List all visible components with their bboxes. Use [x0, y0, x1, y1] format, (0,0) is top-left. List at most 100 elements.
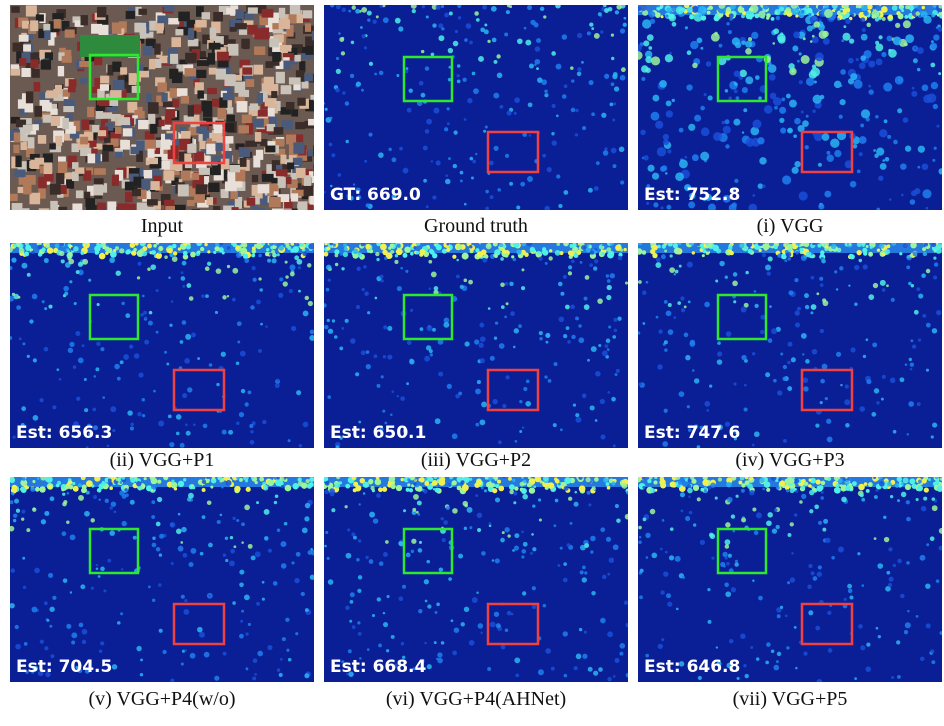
density-dot	[79, 623, 84, 628]
density-dot	[573, 404, 576, 407]
top-dot	[403, 253, 408, 258]
density-dot	[676, 608, 679, 611]
top-dot	[172, 244, 177, 249]
density-dot	[584, 543, 589, 548]
density-dot	[915, 11, 920, 16]
density-dot	[435, 611, 438, 614]
density-dot	[727, 497, 733, 503]
density-dot	[395, 18, 401, 24]
density-dot	[271, 250, 275, 254]
density-dot	[426, 205, 429, 208]
density-dot	[193, 475, 197, 479]
density-dot	[436, 160, 441, 165]
density-dot	[582, 565, 586, 569]
density-dot	[19, 248, 25, 254]
density-dot	[938, 546, 943, 551]
density-dot	[565, 305, 570, 310]
density-dot	[779, 118, 784, 123]
heatmap-bg	[10, 477, 314, 682]
density-dot	[248, 390, 252, 394]
density-dot	[659, 80, 667, 88]
density-dot	[176, 414, 182, 420]
photo-pixel	[13, 145, 19, 153]
density-dot	[431, 272, 437, 278]
density-dot	[878, 635, 881, 638]
density-dot	[237, 321, 242, 326]
density-dot	[813, 95, 822, 104]
density-dot	[502, 404, 506, 408]
top-dot	[436, 244, 442, 250]
density-dot	[521, 549, 526, 554]
photo-pixel	[34, 82, 41, 91]
density-dot	[754, 531, 759, 536]
density-dot	[327, 319, 330, 322]
density-dot	[634, 51, 643, 60]
photo-pixel	[84, 192, 90, 199]
density-dot	[381, 279, 384, 282]
top-dot	[410, 252, 414, 256]
density-dot	[645, 56, 652, 63]
photo-pixel	[157, 82, 166, 92]
density-dot	[556, 115, 559, 118]
photo-pixel	[19, 58, 26, 66]
density-dot	[905, 5, 909, 9]
top-dot	[138, 486, 142, 490]
density-dot	[331, 508, 335, 512]
density-dot	[288, 439, 291, 442]
panel	[10, 5, 326, 221]
density-dot	[733, 119, 740, 126]
photo-pixel	[58, 162, 67, 174]
density-dot	[840, 384, 842, 386]
density-dot	[811, 571, 815, 575]
density-dot	[558, 204, 562, 208]
density-dot	[71, 632, 77, 638]
density-dot	[679, 265, 682, 268]
density-dot	[539, 337, 542, 340]
density-dot	[857, 242, 862, 247]
density-dot	[793, 134, 797, 138]
density-dot	[258, 254, 262, 258]
density-dot	[428, 260, 432, 264]
density-dot	[623, 23, 627, 27]
density-dot	[515, 440, 518, 443]
top-dot	[365, 244, 370, 249]
density-dot	[822, 364, 828, 370]
density-dot	[355, 9, 360, 14]
density-dot	[63, 578, 68, 583]
density-dot	[898, 77, 903, 82]
density-dot	[905, 145, 911, 151]
photo-pixel	[115, 127, 122, 134]
density-dot	[795, 240, 801, 246]
top-dot	[493, 241, 498, 246]
density-dot	[241, 522, 245, 526]
density-dot	[149, 311, 153, 315]
density-dot	[289, 289, 293, 293]
density-dot	[582, 577, 587, 582]
density-dot	[661, 165, 667, 171]
density-dot	[497, 188, 501, 192]
density-dot	[168, 414, 172, 418]
density-dot	[672, 22, 677, 27]
density-dot	[9, 603, 14, 608]
top-dot	[935, 480, 939, 484]
density-dot	[760, 315, 765, 320]
density-dot	[862, 245, 865, 248]
density-dot	[874, 537, 877, 540]
top-dot	[462, 253, 469, 260]
photo-pixel	[250, 103, 258, 110]
density-dot	[763, 4, 769, 10]
top-dot	[416, 251, 420, 255]
density-dot	[883, 83, 892, 92]
density-dot	[903, 20, 911, 28]
density-dot	[834, 270, 837, 273]
top-dot	[242, 242, 248, 248]
density-dot	[16, 305, 21, 310]
photo-pixel	[184, 153, 191, 162]
density-dot	[771, 475, 777, 481]
density-dot	[277, 476, 280, 479]
density-dot	[152, 599, 155, 602]
density-dot	[59, 378, 62, 381]
density-dot	[9, 500, 13, 504]
density-dot	[875, 18, 879, 22]
photo-pixel	[87, 154, 95, 164]
